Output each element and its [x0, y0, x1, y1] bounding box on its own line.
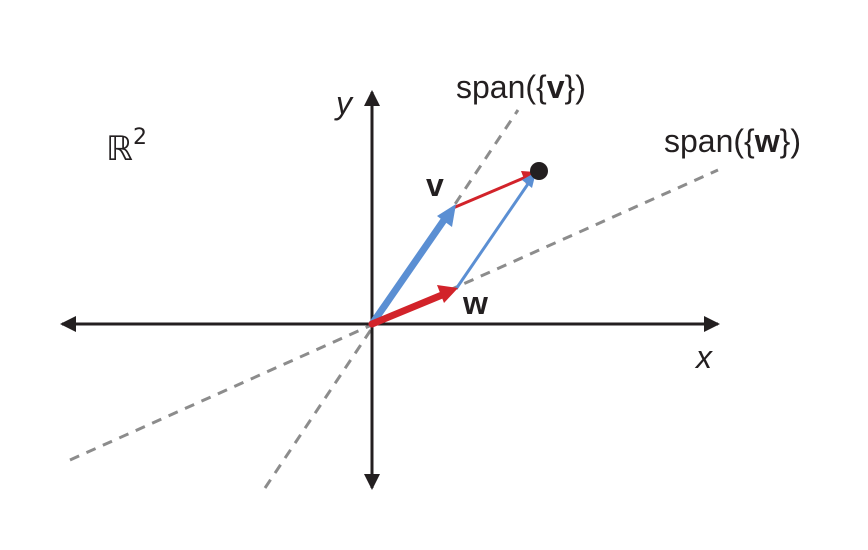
x-axis-arrow-right	[704, 316, 720, 332]
sum-point	[530, 162, 548, 180]
vector-w-translated	[452, 175, 527, 210]
space-label: ℝ2	[106, 125, 147, 169]
vector-w-arrowhead	[437, 285, 458, 303]
vector-w	[368, 291, 446, 328]
x-axis-label: x	[694, 339, 713, 375]
span-w-suffix: })	[780, 123, 801, 159]
span-v-suffix: })	[565, 69, 586, 105]
space-exponent: 2	[133, 125, 147, 150]
vector-w-label: w	[462, 285, 488, 321]
vector-v-label: v	[426, 167, 444, 203]
span-w-vector: w	[754, 123, 780, 159]
vector-v-translated	[454, 180, 532, 290]
span-w-label: span({w})	[664, 123, 801, 159]
span-v-line	[263, 109, 520, 489]
y-axis-arrow-up	[364, 90, 380, 106]
span-w-prefix: span({	[664, 123, 755, 159]
y-axis-arrow-down	[364, 474, 380, 490]
vector-v	[368, 216, 448, 328]
span-v-label: span({v})	[456, 69, 586, 105]
vector-v-arrowhead	[437, 204, 456, 227]
space-symbol: ℝ	[106, 129, 133, 169]
span-v-prefix: span({	[456, 69, 547, 105]
y-axis-label: y	[334, 85, 354, 121]
span-v-vector: v	[547, 69, 565, 105]
x-axis-arrow-left	[60, 316, 76, 332]
